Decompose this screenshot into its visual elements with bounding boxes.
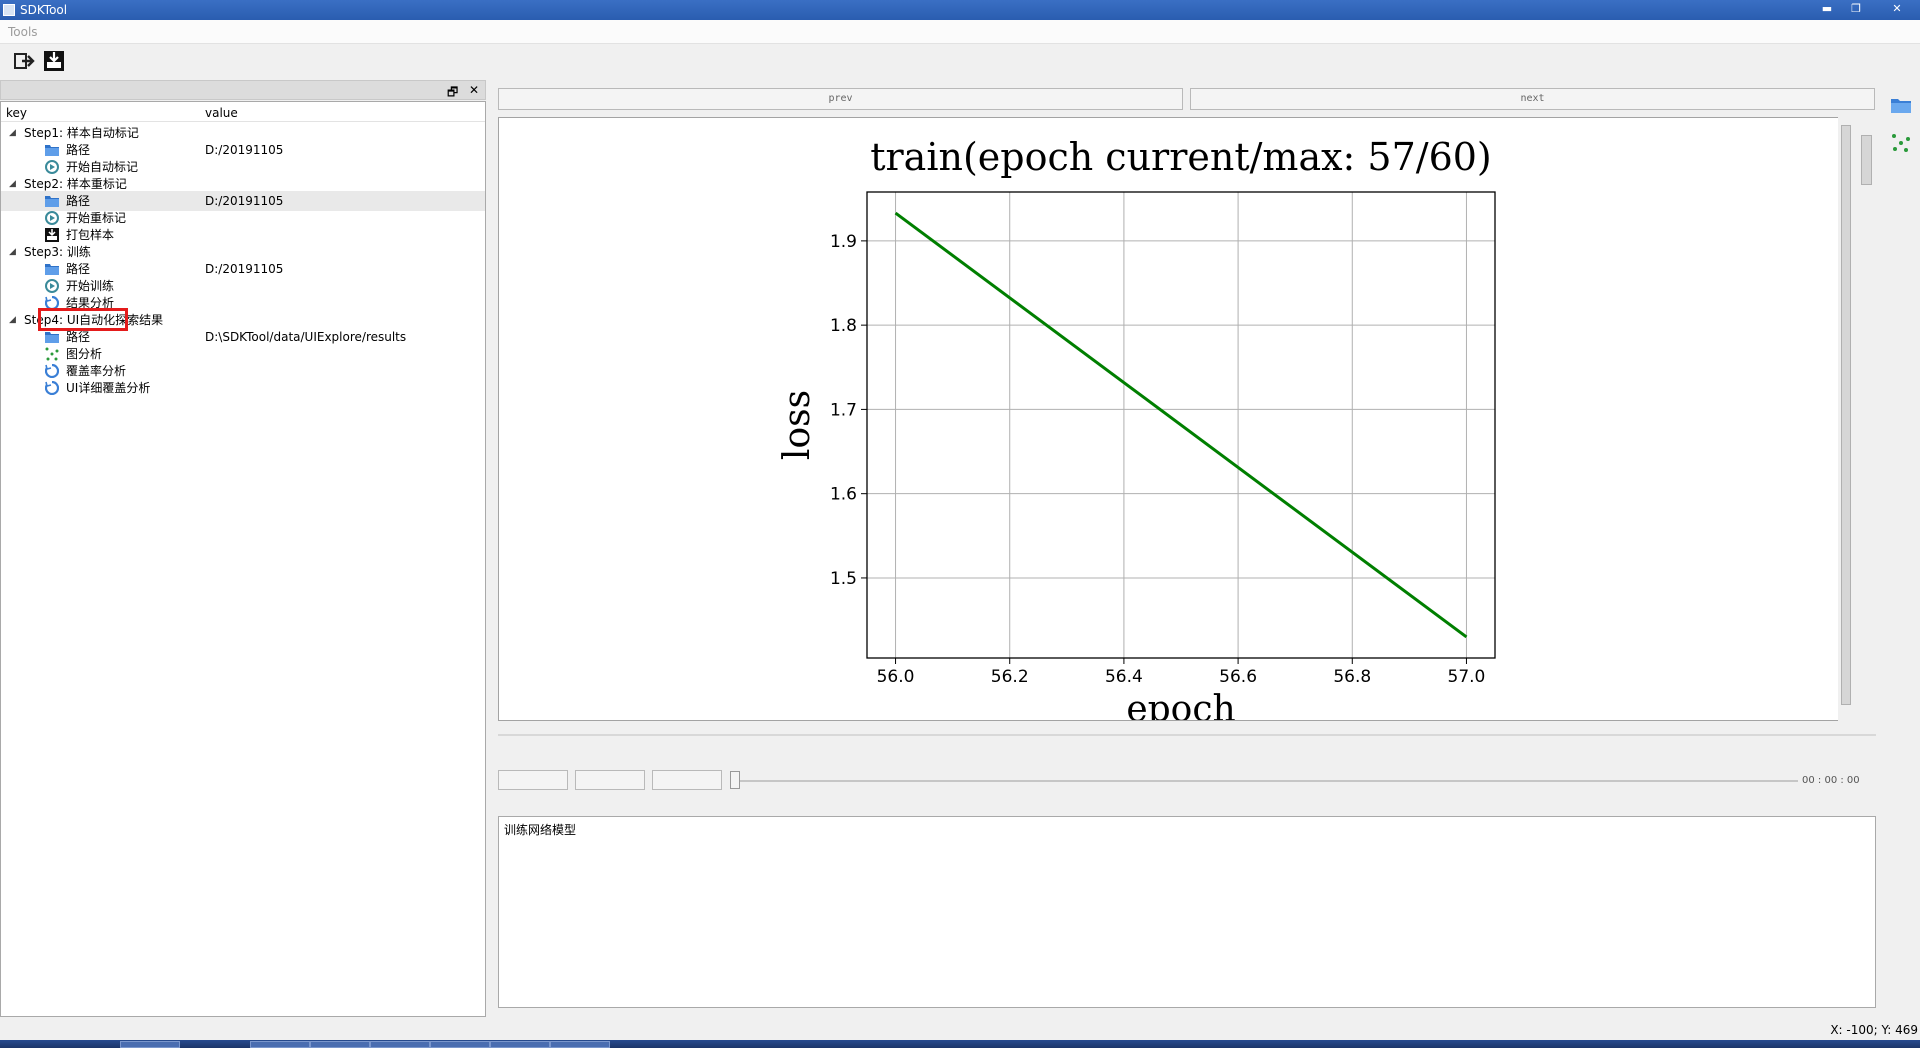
folder-icon [45, 262, 59, 276]
x-tick-label: 56.0 [877, 667, 915, 687]
tree-dock-header: 🗗 ✕ [0, 80, 486, 100]
close-button[interactable]: ✕ [1880, 0, 1914, 18]
chart-view: 56.0 56.2 56.4 56.6 56.8 57.0 1.5 1.6 1.7 1.8 1.9 t… [498, 117, 1854, 721]
cursor-coordinates: X: -100; Y: 469 [1830, 1023, 1918, 1037]
menu-tools[interactable]: Tools [8, 25, 38, 39]
folder-icon[interactable] [1890, 96, 1912, 114]
right-dock [1884, 78, 1920, 178]
y-tick-label: 1.5 [830, 569, 857, 589]
package-icon [45, 228, 59, 242]
player-controls: 00 : 00 : 00 [498, 768, 1878, 794]
taskbar-item[interactable] [250, 1041, 310, 1048]
analysis-icon [45, 381, 59, 395]
y-tick-label: 1.8 [830, 316, 857, 336]
column-key-header[interactable]: key [6, 106, 27, 120]
graph-icon[interactable] [1890, 132, 1912, 154]
title-bar: SDKTool ▬ ❐ ✕ [0, 0, 1920, 20]
tree-item[interactable]: UI详细覆盖分析 [1, 378, 485, 398]
next-button[interactable]: next [1190, 88, 1875, 110]
minimize-button[interactable]: ▬ [1814, 0, 1840, 18]
outer-vertical-scrollbar[interactable] [1858, 117, 1874, 721]
toolbar [0, 44, 1920, 78]
player-button-2[interactable] [575, 770, 645, 790]
chart-horizontal-scrollbar[interactable] [498, 726, 1876, 748]
x-tick-label: 56.4 [1105, 667, 1143, 687]
app-icon [3, 4, 15, 16]
restore-button[interactable]: ❐ [1843, 0, 1869, 18]
window-title: SDKTool [20, 3, 67, 17]
taskbar-item[interactable] [370, 1041, 430, 1048]
dock-close-button[interactable]: ✕ [469, 83, 479, 97]
taskbar-item[interactable] [550, 1041, 610, 1048]
player-button-3[interactable] [652, 770, 722, 790]
x-tick-label: 56.8 [1333, 667, 1371, 687]
x-axis-label: epoch [1126, 689, 1235, 721]
chart-vertical-scrollbar[interactable] [1838, 117, 1854, 721]
folder-icon [45, 330, 59, 344]
x-tick-label: 56.6 [1219, 667, 1257, 687]
tree-header: key value [1, 102, 485, 122]
prev-button[interactable]: prev [498, 88, 1183, 110]
os-taskbar [0, 1040, 1920, 1048]
x-tick-label: 57.0 [1448, 667, 1486, 687]
folder-icon [45, 194, 59, 208]
log-text: 训练网络模型 [504, 821, 576, 838]
loss-series-line [896, 213, 1467, 637]
progress-slider[interactable] [730, 771, 740, 789]
tree-key: UI详细覆盖分析 [66, 378, 150, 398]
folder-icon [45, 143, 59, 157]
column-value-header[interactable]: value [205, 106, 238, 120]
y-tick-label: 1.6 [830, 485, 857, 505]
exit-icon[interactable] [12, 49, 36, 73]
download-save-icon[interactable] [42, 49, 66, 73]
log-panel[interactable]: 训练网络模型 [498, 816, 1876, 1008]
taskbar-item[interactable] [430, 1041, 490, 1048]
start-icon [45, 211, 59, 225]
highlight-annotation-box [38, 308, 128, 331]
player-button-1[interactable] [498, 770, 568, 790]
graph-icon [45, 347, 59, 361]
loss-chart: 56.0 56.2 56.4 56.6 56.8 57.0 1.5 1.6 1.7 1.8 1.9 t… [499, 118, 1839, 721]
start-icon [45, 160, 59, 174]
project-tree[interactable]: key value ◢ Step1: 样本自动标记 路径 D:/20191105 开始自… [0, 101, 486, 1017]
y-tick-label: 1.9 [830, 232, 857, 252]
taskbar-item[interactable] [310, 1041, 370, 1048]
chart-title: train(epoch current/max: 57/60) [870, 135, 1492, 179]
analysis-icon [45, 364, 59, 378]
taskbar-item[interactable] [120, 1041, 180, 1048]
start-icon [45, 279, 59, 293]
menu-bar: Tools [0, 20, 1920, 44]
x-tick-label: 56.2 [991, 667, 1029, 687]
time-display: 00 : 00 : 00 [1802, 775, 1860, 786]
status-bar: X: -100; Y: 469 [0, 1020, 1920, 1040]
progress-track [738, 780, 1798, 782]
y-tick-label: 1.7 [830, 400, 857, 420]
taskbar-item[interactable] [490, 1041, 550, 1048]
y-axis-label: loss [777, 390, 818, 460]
